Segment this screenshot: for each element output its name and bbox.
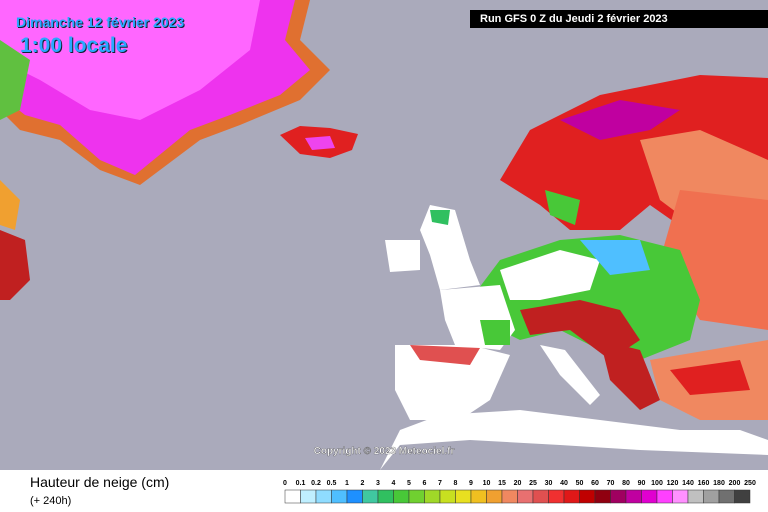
run-info: Run GFS 0 Z du Jeudi 2 février 2023 (470, 10, 768, 28)
sweden-south (545, 190, 580, 225)
legend-swatch (594, 489, 611, 504)
labrador (0, 180, 20, 230)
time: 1:00 locale (20, 34, 128, 57)
legend-label: 0.2 (311, 480, 321, 487)
legend-label: 3 (376, 480, 380, 487)
legend-label: 5 (407, 480, 411, 487)
legend-label: 70 (607, 480, 615, 487)
legend-swatch (470, 489, 487, 504)
legend-swatch (656, 489, 673, 504)
legend-label: 100 (651, 480, 663, 487)
legend-swatch (346, 489, 363, 504)
ireland (385, 240, 420, 272)
greenland-inner (0, 0, 260, 120)
britain (420, 205, 480, 290)
massif-central (480, 320, 510, 345)
legend-label: 160 (698, 480, 710, 487)
legend-label: 8 (454, 480, 458, 487)
legend-label: 40 (560, 480, 568, 487)
legend-label: 2 (361, 480, 365, 487)
legend-label: 6 (423, 480, 427, 487)
legend-swatch (548, 489, 565, 504)
legend-label: 180 (713, 480, 725, 487)
lapland (560, 100, 680, 140)
balkans (600, 340, 660, 410)
iceland-inner (305, 136, 335, 150)
legend-swatch (424, 489, 441, 504)
legend-swatch (532, 489, 549, 504)
legend-label: 200 (729, 480, 741, 487)
legend-swatch (610, 489, 627, 504)
legend-swatch (641, 489, 658, 504)
date: Dimanche 12 février 2023 (16, 14, 185, 30)
legend-label: 60 (591, 480, 599, 487)
legend-label: 50 (576, 480, 584, 487)
legend-swatch (703, 489, 720, 504)
legend-swatch (300, 489, 317, 504)
legend-swatch (517, 489, 534, 504)
legend-swatch (362, 489, 379, 504)
legend-subtitle: (+ 240h) (30, 495, 71, 507)
legend-label: 120 (667, 480, 679, 487)
legend-swatch (672, 489, 689, 504)
sahara (380, 440, 768, 470)
italy (540, 345, 600, 405)
legend-label: 4 (392, 480, 396, 487)
legend-label: 250 (744, 480, 756, 487)
germany (500, 250, 600, 300)
legend-label: 9 (469, 480, 473, 487)
poland (580, 240, 650, 275)
legend-label: 7 (438, 480, 442, 487)
legend-label: 0 (283, 480, 287, 487)
legend-swatch (315, 489, 332, 504)
legend-label: 0.1 (296, 480, 306, 487)
legend-swatch (501, 489, 518, 504)
legend-swatch (718, 489, 735, 504)
legend-label: 1 (345, 480, 349, 487)
legend-label: 10 (483, 480, 491, 487)
legend-swatch (687, 489, 704, 504)
legend-label: 30 (545, 480, 553, 487)
scotland (430, 210, 450, 225)
legend-swatch (579, 489, 596, 504)
legend-swatch (408, 489, 425, 504)
pyrenees (410, 345, 480, 365)
legend: 0 0.1 0.2 0.5 1 2 3 4 5 6 7 8 9 10 15 20 25 30 40 50 60 70 80 9… (283, 480, 756, 504)
copyright: Copyright © 2023 Meteociel.fr (314, 446, 455, 457)
legend-label: 25 (529, 480, 537, 487)
iberia (395, 345, 510, 420)
legend-swatch (455, 489, 472, 504)
legend-swatch (377, 489, 394, 504)
legend-label: 15 (498, 480, 506, 487)
legend-label: 140 (682, 480, 694, 487)
canada (0, 230, 30, 300)
anatolia (670, 360, 750, 395)
legend-swatch (331, 489, 348, 504)
legend-swatch (625, 489, 642, 504)
legend-label: 0.5 (327, 480, 337, 487)
legend-swatch (439, 489, 456, 504)
legend-label: 20 (514, 480, 522, 487)
legend-swatch (393, 489, 410, 504)
legend-swatch (284, 489, 301, 504)
legend-label: 90 (638, 480, 646, 487)
legend-label: 80 (622, 480, 630, 487)
legend-swatch (734, 489, 751, 504)
legend-swatch (563, 489, 580, 504)
legend-title: Hauteur de neige (cm) (30, 474, 169, 490)
canada-coast (0, 40, 30, 120)
legend-swatch (486, 489, 503, 504)
